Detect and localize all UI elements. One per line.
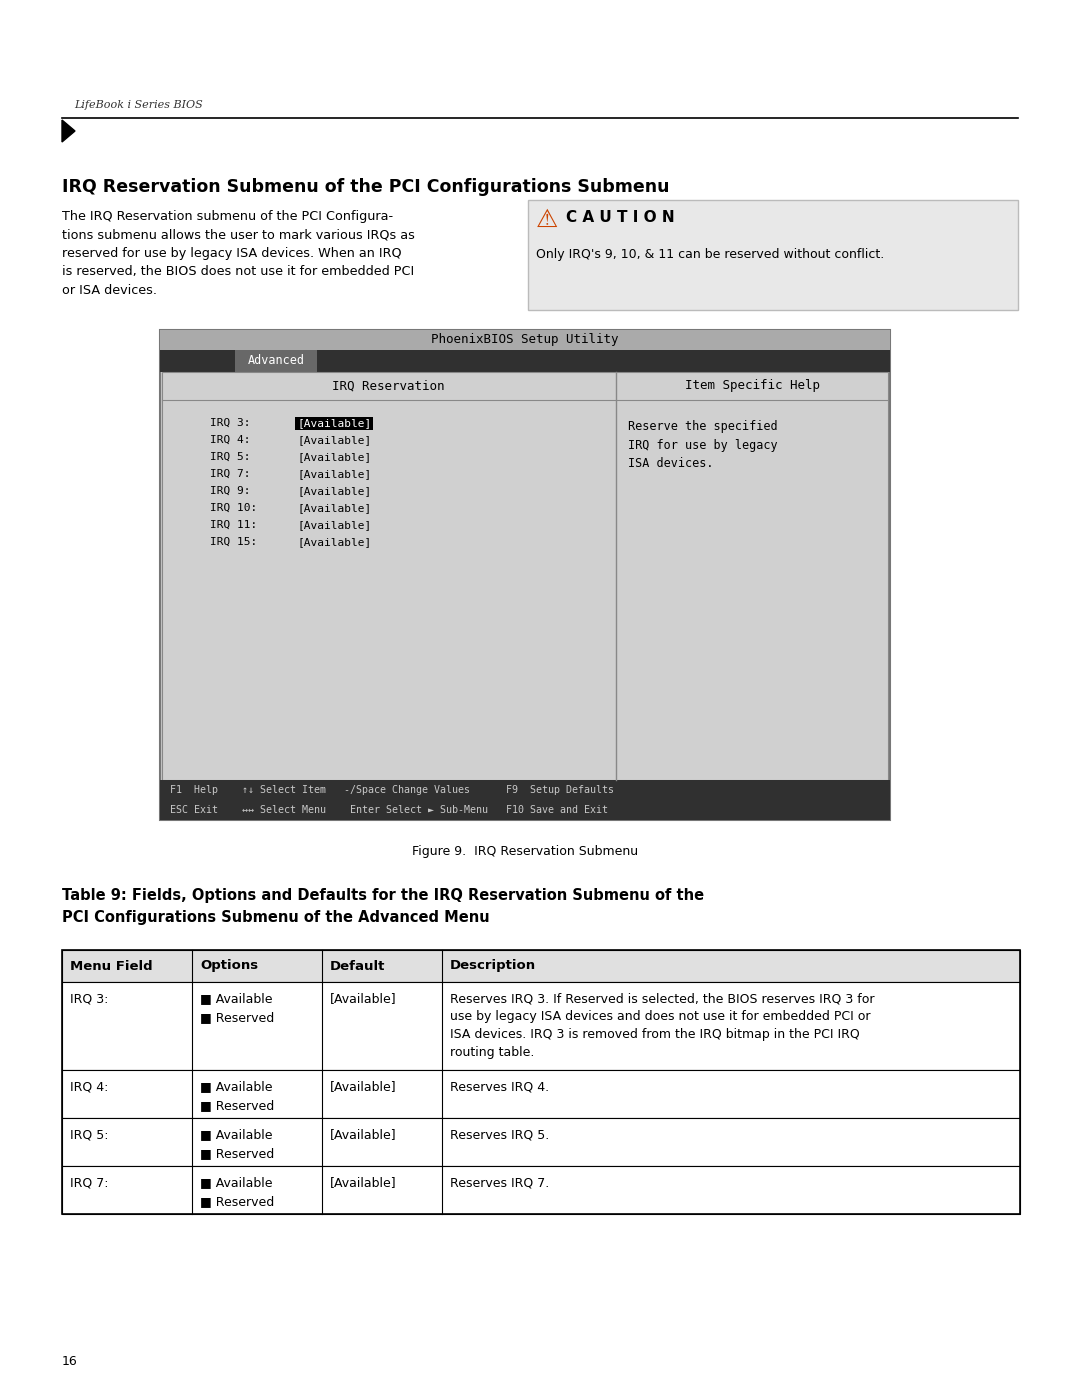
Text: IRQ 9:: IRQ 9:	[210, 486, 251, 496]
FancyBboxPatch shape	[62, 1166, 1020, 1214]
Text: Reserve the specified
IRQ for use by legacy
ISA devices.: Reserve the specified IRQ for use by leg…	[629, 420, 778, 469]
Text: IRQ 4:: IRQ 4:	[70, 1080, 108, 1092]
Text: LifeBook i Series BIOS: LifeBook i Series BIOS	[75, 101, 203, 110]
Text: [Available]: [Available]	[297, 486, 372, 496]
Text: [Available]: [Available]	[330, 1176, 396, 1189]
Text: IRQ 5:: IRQ 5:	[210, 453, 251, 462]
Text: IRQ Reservation: IRQ Reservation	[332, 380, 444, 393]
Text: [Available]: [Available]	[330, 1127, 396, 1141]
Text: Default: Default	[330, 960, 386, 972]
Text: ■ Available
■ Reserved: ■ Available ■ Reserved	[200, 1127, 274, 1161]
Text: IRQ 4:: IRQ 4:	[210, 434, 251, 446]
Text: C A U T I O N: C A U T I O N	[566, 210, 675, 225]
Text: PhoenixBIOS Setup Utility: PhoenixBIOS Setup Utility	[431, 334, 619, 346]
Text: IRQ 7:: IRQ 7:	[210, 469, 251, 479]
FancyBboxPatch shape	[528, 200, 1018, 310]
Text: The IRQ Reservation submenu of the PCI Configura-
tions submenu allows the user : The IRQ Reservation submenu of the PCI C…	[62, 210, 415, 298]
Text: Item Specific Help: Item Specific Help	[685, 380, 820, 393]
Text: [Available]: [Available]	[297, 469, 372, 479]
Text: PCI Configurations Submenu of the Advanced Menu: PCI Configurations Submenu of the Advanc…	[62, 909, 489, 925]
FancyBboxPatch shape	[62, 982, 1020, 1070]
Text: Advanced: Advanced	[247, 355, 305, 367]
Text: IRQ 11:: IRQ 11:	[210, 520, 257, 529]
Text: Menu Field: Menu Field	[70, 960, 152, 972]
FancyBboxPatch shape	[160, 330, 890, 351]
FancyBboxPatch shape	[62, 1070, 1020, 1118]
Text: IRQ 3:: IRQ 3:	[210, 418, 251, 427]
FancyBboxPatch shape	[62, 1118, 1020, 1166]
Text: Reserves IRQ 7.: Reserves IRQ 7.	[450, 1176, 550, 1189]
Text: IRQ 5:: IRQ 5:	[70, 1127, 108, 1141]
Text: [Available]: [Available]	[330, 1080, 396, 1092]
Polygon shape	[62, 120, 75, 142]
FancyBboxPatch shape	[160, 800, 890, 820]
Text: [Available]: [Available]	[330, 992, 396, 1004]
Text: [Available]: [Available]	[297, 536, 372, 548]
Text: [Available]: [Available]	[297, 453, 372, 462]
Text: Table 9: Fields, Options and Defaults for the IRQ Reservation Submenu of the: Table 9: Fields, Options and Defaults fo…	[62, 888, 704, 902]
Text: IRQ 15:: IRQ 15:	[210, 536, 257, 548]
Text: ■ Available
■ Reserved: ■ Available ■ Reserved	[200, 992, 274, 1024]
Text: F1  Help    ↑↓ Select Item   -/Space Change Values      F9  Setup Defaults: F1 Help ↑↓ Select Item -/Space Change Va…	[170, 785, 615, 795]
FancyBboxPatch shape	[235, 351, 318, 372]
Text: Only IRQ's 9, 10, & 11 can be reserved without conflict.: Only IRQ's 9, 10, & 11 can be reserved w…	[536, 249, 885, 261]
Text: [Available]: [Available]	[297, 434, 372, 446]
FancyBboxPatch shape	[162, 372, 888, 780]
Text: Options: Options	[200, 960, 258, 972]
FancyBboxPatch shape	[160, 780, 890, 800]
Text: [Available]: [Available]	[297, 418, 372, 427]
Text: IRQ 3:: IRQ 3:	[70, 992, 108, 1004]
Text: Figure 9.  IRQ Reservation Submenu: Figure 9. IRQ Reservation Submenu	[411, 845, 638, 858]
Text: ■ Available
■ Reserved: ■ Available ■ Reserved	[200, 1080, 274, 1112]
Text: [Available]: [Available]	[297, 503, 372, 513]
Text: Reserves IRQ 4.: Reserves IRQ 4.	[450, 1080, 549, 1092]
FancyBboxPatch shape	[295, 416, 373, 430]
FancyBboxPatch shape	[160, 351, 890, 372]
FancyBboxPatch shape	[160, 330, 890, 820]
Text: ⚠: ⚠	[536, 208, 558, 232]
Text: IRQ 7:: IRQ 7:	[70, 1176, 108, 1189]
Text: ■ Available
■ Reserved: ■ Available ■ Reserved	[200, 1176, 274, 1208]
FancyBboxPatch shape	[62, 950, 1020, 982]
Text: IRQ 10:: IRQ 10:	[210, 503, 257, 513]
Text: [Available]: [Available]	[297, 520, 372, 529]
Text: Reserves IRQ 3. If Reserved is selected, the BIOS reserves IRQ 3 for
use by lega: Reserves IRQ 3. If Reserved is selected,…	[450, 992, 875, 1059]
Text: 16: 16	[62, 1355, 78, 1368]
Text: ESC Exit    ↔↔ Select Menu    Enter Select ► Sub-Menu   F10 Save and Exit: ESC Exit ↔↔ Select Menu Enter Select ► S…	[170, 805, 608, 814]
Text: IRQ Reservation Submenu of the PCI Configurations Submenu: IRQ Reservation Submenu of the PCI Confi…	[62, 177, 670, 196]
Text: Reserves IRQ 5.: Reserves IRQ 5.	[450, 1127, 550, 1141]
Text: Description: Description	[450, 960, 536, 972]
